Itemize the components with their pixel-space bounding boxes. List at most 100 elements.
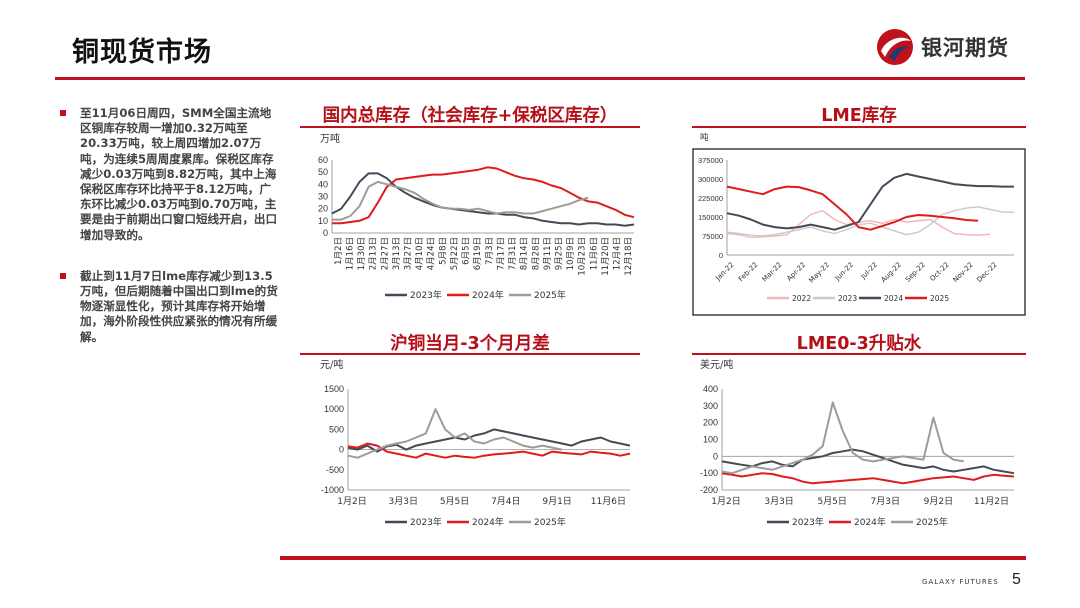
x-tick-label: 9月2日 <box>924 496 953 507</box>
galaxy-logo-icon <box>877 29 913 65</box>
series-line-2025年 <box>332 180 589 221</box>
y-tick-label: 40 <box>318 179 328 189</box>
x-tick-label: 12月4日 <box>613 237 623 270</box>
legend-label: 2025年 <box>534 289 566 301</box>
x-tick-label: 8月28日 <box>531 237 541 270</box>
legend-label: 2022 <box>792 294 811 303</box>
x-tick-label: 11月6日 <box>589 237 599 270</box>
legend-label: 2024年 <box>472 516 504 528</box>
x-tick-label: 5月5日 <box>440 496 469 507</box>
y-tick-label: 500 <box>329 424 344 434</box>
legend-label: 2025年 <box>534 516 566 528</box>
y-tick-label: -500 <box>326 465 344 475</box>
unit-label: 吨 <box>700 132 709 143</box>
y-tick-label: 0 <box>713 451 718 461</box>
x-tick-label: Feb-22 <box>737 261 760 284</box>
legend-label: 2023 <box>838 294 857 303</box>
series-line-2025年 <box>347 408 563 459</box>
y-tick-label: 150000 <box>698 213 723 222</box>
x-tick-label: 1月2日 <box>334 237 344 265</box>
x-tick-label: 9月25日 <box>555 237 565 270</box>
x-tick-label: Sep-22 <box>904 261 927 284</box>
y-tick-label: -100 <box>700 468 718 478</box>
bullet-square-icon <box>60 110 66 116</box>
x-tick-label: 6月5日 <box>462 237 472 265</box>
chart-title-shfe: 沪铜当月-3个月月差 <box>390 334 550 354</box>
series-line-2024年 <box>347 442 631 459</box>
legend-label: 2024年 <box>472 289 504 301</box>
x-tick-label: 2月13日 <box>369 237 379 270</box>
bullet-text: 截止到11月7日lme库存减少到13.5万吨，但后期随着中国出口到lme的货物逐… <box>80 268 278 344</box>
y-tick-label: 75000 <box>702 232 723 241</box>
y-tick-label: 400 <box>703 384 718 394</box>
series-line-2025年 <box>721 401 964 475</box>
x-tick-label: 3月13日 <box>392 237 402 270</box>
y-tick-label: 50 <box>318 167 328 177</box>
x-tick-label: 5月8日 <box>438 237 448 265</box>
chart-title-lme: LME库存 <box>821 106 897 126</box>
series-line-2023年 <box>721 448 1015 475</box>
legend-label: 2023年 <box>410 289 442 301</box>
x-tick-label: Apr-22 <box>785 261 807 283</box>
x-tick-label: 10月23日 <box>578 237 588 276</box>
x-tick-label: 7月17日 <box>496 237 506 270</box>
x-tick-label: Aug-22 <box>880 261 903 284</box>
chart-divider <box>692 353 1026 355</box>
x-tick-label: Jul-22 <box>859 261 879 281</box>
bullet-item: 截止到11月7日lme库存减少到13.5万吨，但后期随着中国出口到lme的货物逐… <box>58 269 278 345</box>
x-tick-label: 9月1日 <box>542 496 571 507</box>
y-tick-label: 300000 <box>698 175 723 184</box>
series-line-2024年 <box>332 166 635 225</box>
bullet-list: 至11月06日周四，SMM全国主流地区铜库存较周一增加0.32万吨至20.33万… <box>58 106 278 345</box>
chart-divider <box>300 126 640 128</box>
bullet-square-icon <box>60 272 66 279</box>
y-tick-label: 1000 <box>324 404 344 414</box>
series-line-2024 <box>726 172 1014 231</box>
x-tick-label: 1月2日 <box>337 496 366 507</box>
y-tick-label: 100 <box>703 435 718 445</box>
x-tick-label: Jan-22 <box>714 261 736 283</box>
y-tick-label: 200 <box>703 418 718 428</box>
x-tick-label: 4月24日 <box>427 237 437 270</box>
footer-brand: GALAXY FUTURES <box>922 578 999 586</box>
series-line-2023 <box>726 206 1015 237</box>
chart-title-lme03: LME0-3升贴水 <box>796 334 922 354</box>
series-line-2023年 <box>331 172 635 227</box>
x-tick-label: 11月20日 <box>601 237 611 276</box>
chart-title-domestic: 国内总库存（社会库存+保税区库存） <box>322 106 618 126</box>
y-tick-label: 375000 <box>698 156 723 165</box>
x-tick-label: 5月22日 <box>450 237 460 270</box>
x-tick-label: 1月30日 <box>357 237 367 270</box>
x-tick-label: 9月11日 <box>543 237 553 270</box>
x-tick-label: 1月16日 <box>345 237 355 270</box>
x-tick-label: 8月14日 <box>520 237 530 270</box>
x-tick-label: May-22 <box>807 261 831 285</box>
legend-label: 2025 <box>930 294 949 303</box>
unit-label: 美元/吨 <box>700 358 733 371</box>
y-tick-label: -200 <box>700 485 718 495</box>
x-tick-label: 4月10日 <box>415 237 425 270</box>
y-tick-label: -1000 <box>321 485 344 495</box>
x-tick-label: 7月4日 <box>491 496 520 507</box>
y-tick-label: 1500 <box>324 384 344 394</box>
legend-label: 2024 <box>884 294 903 303</box>
y-tick-label: 0 <box>339 445 344 455</box>
legend-label: 2023年 <box>410 516 442 528</box>
y-tick-label: 300 <box>703 401 718 411</box>
x-tick-label: Mar-22 <box>761 261 784 284</box>
page-title: 铜现货市场 <box>72 37 212 68</box>
y-tick-label: 20 <box>318 204 328 214</box>
legend-label: 2023年 <box>792 516 824 528</box>
series-line-2025 <box>726 185 979 231</box>
logo-text: 银河期货 <box>921 36 1009 60</box>
chart-frame <box>692 148 1026 316</box>
bullet-item: 至11月06日周四，SMM全国主流地区铜库存较周一增加0.32万吨至20.33万… <box>58 106 278 243</box>
x-tick-label: 1月2日 <box>711 496 740 507</box>
chart-divider <box>692 126 1026 128</box>
footer-divider <box>280 556 1026 560</box>
x-tick-label: 3月27日 <box>404 237 414 270</box>
chart-divider <box>300 353 640 355</box>
x-tick-label: 6月19日 <box>473 237 483 270</box>
y-tick-label: 225000 <box>698 194 723 203</box>
